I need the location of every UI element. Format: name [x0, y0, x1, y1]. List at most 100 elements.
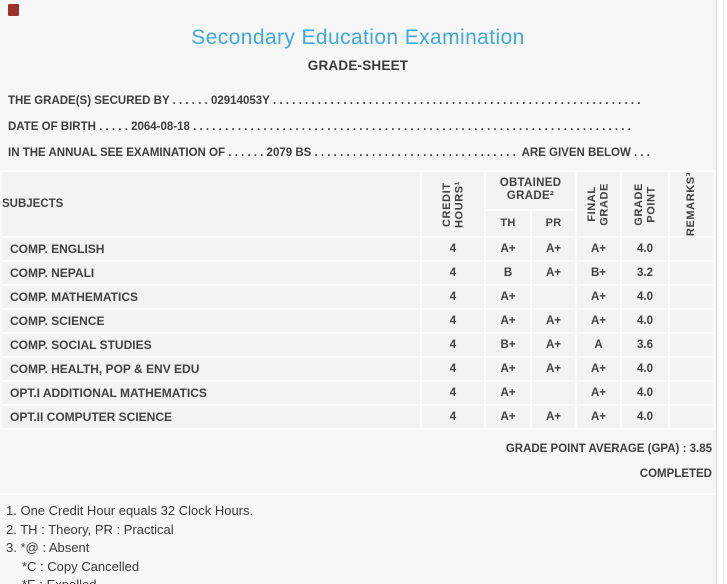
- pr-grade-cell: [529, 380, 578, 407]
- table-row: COMP. NEPALI 4 B A+ B+ 3.2: [0, 260, 716, 287]
- candidate-info: THE GRADE(S) SECURED BY . . . . . . 0291…: [0, 88, 716, 166]
- grade-point-cell: 4.0: [620, 284, 671, 311]
- final-grade-cell: A+: [575, 356, 623, 383]
- table-row: OPT.II COMPUTER SCIENCE 4 A+ A+ A+ 4.0: [0, 404, 716, 431]
- page-subtitle: GRADE-SHEET: [307, 58, 409, 73]
- pr-grade-cell: A+: [529, 356, 578, 383]
- credit-cell: 4: [420, 284, 486, 311]
- pr-grade-cell: A+: [529, 260, 578, 287]
- th-grade-cell: A+: [484, 404, 532, 431]
- table-header-row: SUBJECTS CREDIT HOURS¹ OBTAINED GRADE² F…: [0, 169, 716, 239]
- grades-table: SUBJECTS CREDIT HOURS¹ OBTAINED GRADE² F…: [0, 169, 716, 431]
- subject-cell: COMP. MATHEMATICS: [0, 284, 422, 311]
- final-grade-cell: A+: [575, 284, 623, 311]
- remarks-cell: [668, 332, 716, 359]
- dotted-fill: . . . . . . . . . . . . . . . . . . . . …: [314, 147, 516, 159]
- final-grade-cell: B+: [575, 260, 623, 287]
- vertical-scrollbar[interactable]: [716, 0, 727, 584]
- remarks-cell: [668, 236, 716, 263]
- date-of-birth-line: DATE OF BIRTH . . . . . 2064-08-18 . . .…: [8, 114, 636, 140]
- table-row: COMP. SOCIAL STUDIES 4 B+ A+ A 3.6: [0, 332, 716, 359]
- subject-cell: COMP. ENGLISH: [0, 236, 422, 263]
- grade-point-cell: 4.0: [620, 356, 671, 383]
- col-header-remarks: REMARKS³: [668, 169, 716, 239]
- secured-by-line: THE GRADE(S) SECURED BY . . . . . . 0291…: [8, 88, 648, 114]
- remarks-cell: [668, 284, 716, 311]
- table-row: COMP. HEALTH, POP & ENV EDU 4 A+ A+ A+ 4…: [0, 356, 716, 383]
- footnotes: 1. One Credit Hour equals 32 Clock Hours…: [0, 495, 716, 584]
- remarks-cell: [668, 308, 716, 335]
- col-header-grade-point: GRADE POINT: [620, 169, 671, 239]
- subject-cell: COMP. SCIENCE: [0, 308, 422, 335]
- th-grade-cell: A+: [484, 308, 532, 335]
- subject-cell: COMP. SOCIAL STUDIES: [0, 332, 422, 359]
- col-header-credit-hours: CREDIT HOURS¹: [420, 169, 486, 239]
- credit-cell: 4: [420, 332, 486, 359]
- page-title: Secondary Education Examination: [191, 26, 525, 49]
- credit-cell: 4: [420, 356, 486, 383]
- pr-grade-cell: [529, 284, 578, 311]
- grade-point-cell: 4.0: [620, 404, 671, 431]
- are-given-below-text: ARE GIVEN BELOW . . .: [521, 147, 650, 159]
- credit-cell: 4: [420, 308, 486, 335]
- table-row: OPT.I ADDITIONAL MATHEMATICS 4 A+ A+ 4.0: [0, 380, 716, 407]
- footer-divider: [0, 493, 716, 496]
- final-grade-cell: A+: [575, 308, 623, 335]
- col-header-pr: PR: [529, 208, 578, 239]
- footnote-credit-hours: 1. One Credit Hour equals 32 Clock Hours…: [6, 503, 254, 519]
- subject-cell: COMP. HEALTH, POP & ENV EDU: [0, 356, 422, 383]
- footnote-th-pr: 2. TH : Theory, PR : Practical: [6, 521, 174, 537]
- pr-grade-cell: A+: [529, 236, 578, 263]
- result-summary: GRADE POINT AVERAGE (GPA) : 3.85 COMPLET…: [0, 437, 716, 487]
- th-grade-cell: A+: [484, 284, 532, 311]
- broken-image-icon: [8, 4, 19, 16]
- examination-year-line: IN THE ANNUAL SEE EXAMINATION OF . . . .…: [8, 140, 650, 166]
- col-header-obtained-grade: OBTAINED GRADE²: [483, 170, 578, 211]
- secured-by-text: THE GRADE(S) SECURED BY . . . . . . 0291…: [8, 95, 270, 107]
- credit-cell: 4: [420, 404, 486, 431]
- subject-cell: OPT.I ADDITIONAL MATHEMATICS: [0, 380, 422, 407]
- pr-grade-cell: A+: [529, 308, 578, 335]
- th-grade-cell: A+: [484, 380, 532, 407]
- subject-cell: COMP. NEPALI: [0, 260, 422, 287]
- th-grade-cell: A+: [484, 236, 532, 263]
- final-grade-cell: A+: [575, 236, 623, 263]
- pr-grade-cell: A+: [529, 404, 578, 431]
- grade-point-cell: 4.0: [620, 236, 671, 263]
- grade-point-cell: 3.6: [620, 332, 671, 359]
- remarks-cell: [668, 356, 716, 383]
- dotted-fill: . . . . . . . . . . . . . . . . . . . . …: [189, 121, 632, 133]
- th-grade-cell: A+: [484, 356, 532, 383]
- footnote-absent: 3. *@ : Absent: [6, 540, 90, 556]
- final-grade-cell: A+: [575, 404, 623, 431]
- table-row: COMP. MATHEMATICS 4 A+ A+ 4.0: [0, 284, 716, 311]
- credit-cell: 4: [420, 260, 486, 287]
- dotted-fill: . . . . . . . . . . . . . . . . . . . . …: [273, 95, 644, 107]
- th-grade-cell: B+: [484, 332, 532, 359]
- subject-cell: OPT.II COMPUTER SCIENCE: [0, 404, 422, 431]
- remarks-cell: [668, 260, 716, 287]
- grade-point-cell: 3.2: [620, 260, 671, 287]
- remarks-cell: [668, 404, 716, 431]
- table-subheader-row: TH PR: [1, 208, 714, 239]
- footnote-copy-cancelled: *C : Copy Cancelled: [22, 558, 140, 574]
- grade-point-cell: 4.0: [620, 308, 671, 335]
- table-row: COMP. SCIENCE 4 A+ A+ A+ 4.0: [0, 308, 716, 335]
- examination-year-text: IN THE ANNUAL SEE EXAMINATION OF . . . .…: [8, 147, 312, 159]
- remarks-cell: [668, 380, 716, 407]
- pr-grade-cell: A+: [529, 332, 578, 359]
- credit-cell: 4: [420, 380, 486, 407]
- final-grade-cell: A: [575, 332, 623, 359]
- col-header-subjects: SUBJECTS: [0, 169, 422, 239]
- credit-cell: 4: [420, 236, 486, 263]
- gpa-text: GRADE POINT AVERAGE (GPA) : 3.85: [505, 443, 712, 456]
- col-header-final-grade: FINAL GRADE: [575, 169, 623, 239]
- status-text: COMPLETED: [639, 468, 712, 481]
- col-header-th: TH: [484, 208, 532, 239]
- final-grade-cell: A+: [575, 380, 623, 407]
- grade-point-cell: 4.0: [620, 380, 671, 407]
- date-of-birth-text: DATE OF BIRTH . . . . . 2064-08-18: [8, 121, 190, 133]
- th-grade-cell: B: [484, 260, 532, 287]
- table-row: COMP. ENGLISH 4 A+ A+ A+ 4.0: [0, 236, 716, 263]
